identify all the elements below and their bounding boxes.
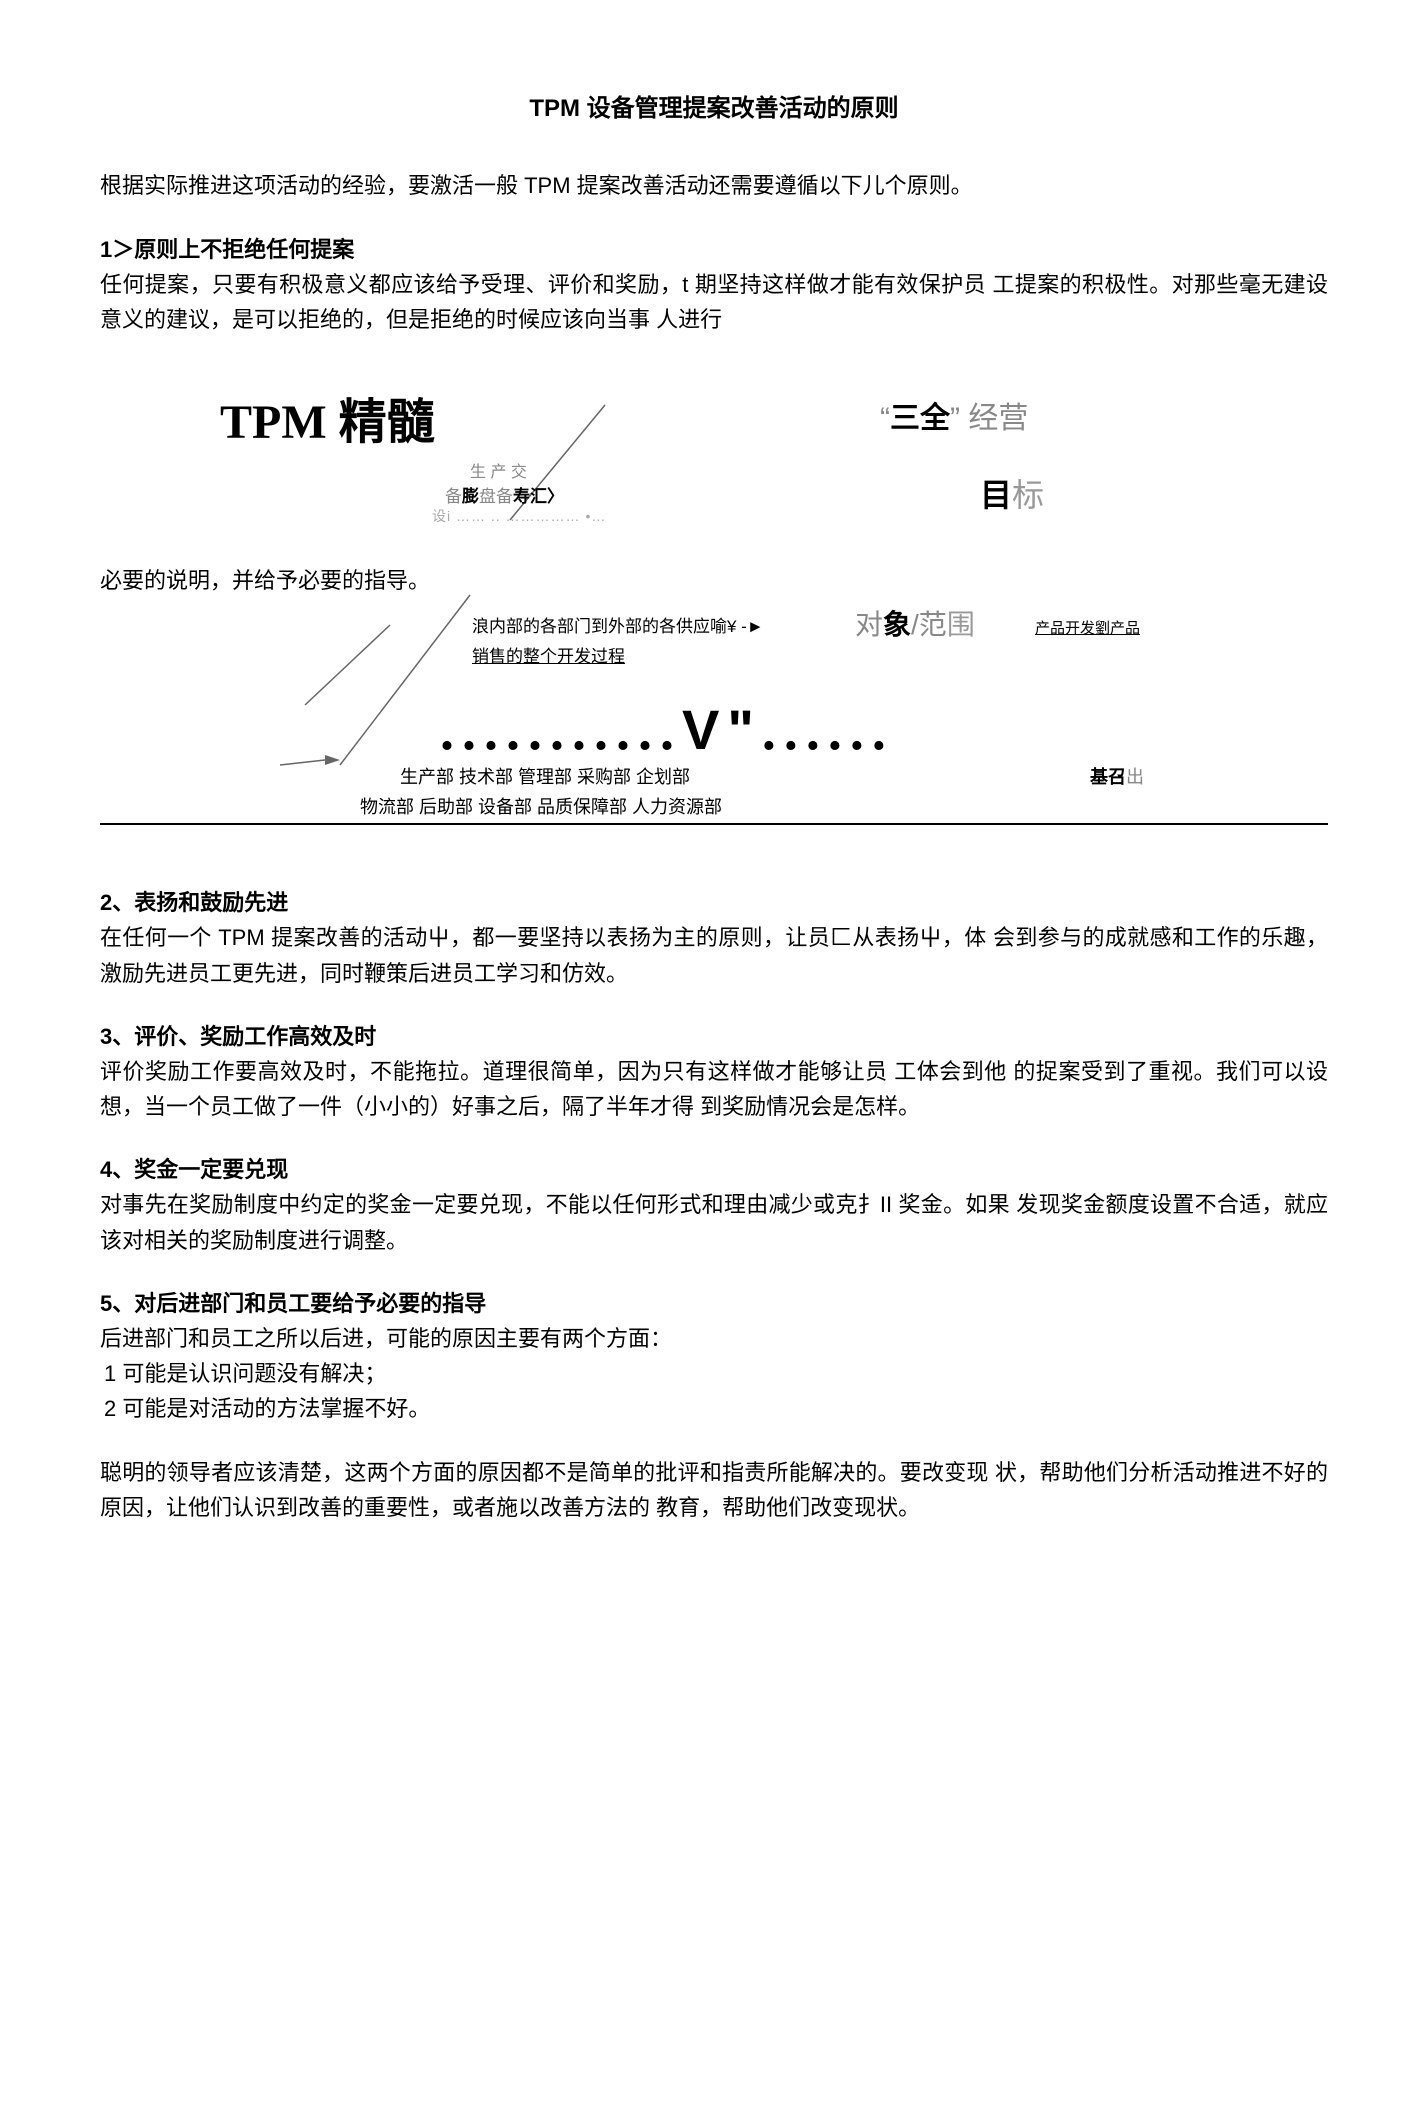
section-3-head: 3、评价、奖励工作高效及时 <box>100 1019 1328 1054</box>
section-5-item-2: 2 可能是对活动的方法掌握不好。 <box>104 1391 1328 1426</box>
jizhao-label: 基召出 <box>1090 763 1144 792</box>
sanquan-suffix: ” 经营 <box>950 402 1028 435</box>
target-label: 目标 <box>980 470 1044 521</box>
product-dev-text: 产品开发劉产品 <box>1035 617 1140 641</box>
section-5-conclusion: 聪明的领导者应该清楚，这两个方面的原因都不是简单的批评和指责所能解决的。要改变现… <box>100 1455 1328 1525</box>
sanquan-label: “三全” 经营 <box>880 395 1028 443</box>
section-5-intro: 后进部门和员工之所以后进，可能的原因主要有两个方面： <box>100 1321 1328 1356</box>
divider-line <box>100 823 1328 825</box>
departments-row-2: 物流部 后助部 设备部 品质保障部 人力资源部 <box>360 793 722 822</box>
biao-char: 标 <box>1012 477 1044 513</box>
sanquan-text: 三全 <box>890 402 950 435</box>
intro-paragraph: 根据实际推进这项活动的经验，要激活一般 TPM 提案改善活动还需要遵循以下儿个原… <box>100 168 1328 203</box>
scope-description: 浪内部的各部门到外部的各供应喻¥ -► <box>472 613 764 640</box>
mu-char: 目 <box>980 477 1012 513</box>
section-1-head: 1＞原则上不拒绝任何提案 <box>100 232 1328 267</box>
tpm-essence-title: TPM 精髓 <box>220 385 435 462</box>
section-2-body: 在任何一个 TPM 提案改善的活动屮，都一要坚持以表扬为主的原则，让员匚从表扬屮… <box>100 920 1328 990</box>
section-4-head: 4、奖金一定要兑现 <box>100 1152 1328 1187</box>
sales-process-text: 销售的整个开发过程 <box>472 643 625 670</box>
object-scope-label: 对象/范围 <box>855 603 975 648</box>
section-1-body: 任何提案，只要有积极意义都应该给予受理、评价和奖励，t 期坚持这样做才能有效保护… <box>100 267 1328 337</box>
tpm-diagram: TPM 精髓 “三全” 经营 目标 生 产 交 备膨盘备寿汇〉 设i …… ..… <box>100 365 1328 865</box>
section-5-item-1: 1 可能是认识问题没有解决； <box>104 1356 1328 1391</box>
departments-row-1: 生产部 技术部 管理部 采购部 企划部 <box>400 763 690 792</box>
small-text-3: 设i …… .. …………… •… <box>432 505 606 527</box>
explain-continuation: 必要的说明，并给予必要的指导。 <box>100 563 430 598</box>
section-2-head: 2、表扬和鼓励先进 <box>100 885 1328 920</box>
document-title: TPM 设备管理提案改善活动的原则 <box>100 90 1328 128</box>
quote-open: “ <box>880 402 890 435</box>
section-3-body: 评价奖励工作要高效及时，不能拖拉。道理很简单，因为只有这样做才能够让员 工体会到… <box>100 1054 1328 1124</box>
section-4-body: 对事先在奖励制度中约定的奖金一定要兑现，不能以任何形式和理由减少或克扌II 奖金… <box>100 1187 1328 1257</box>
section-5-head: 5、对后进部门和员工要给予必要的指导 <box>100 1286 1328 1321</box>
small-text-1: 生 产 交 <box>470 460 527 486</box>
